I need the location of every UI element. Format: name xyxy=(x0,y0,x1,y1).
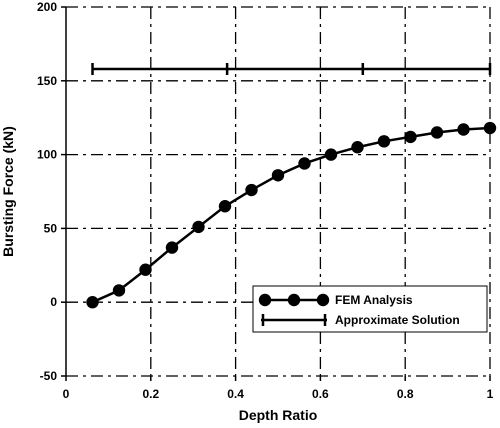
data-point xyxy=(298,157,311,170)
data-point xyxy=(404,130,417,144)
series-approximate-solution xyxy=(91,62,492,75)
y-tick-label: 150 xyxy=(37,74,57,88)
data-point xyxy=(112,284,126,297)
y-tick-label: 200 xyxy=(37,0,57,14)
data-point xyxy=(351,141,364,154)
y-tick-label: -50 xyxy=(40,369,58,383)
x-tick-label: 0.8 xyxy=(397,387,414,401)
x-tick-label: 1 xyxy=(487,387,494,401)
x-tick-label: 0.6 xyxy=(312,387,329,401)
data-point xyxy=(316,293,330,307)
data-point xyxy=(139,263,152,276)
series-line xyxy=(91,126,491,304)
series-fem-analysis xyxy=(86,121,497,309)
data-point xyxy=(271,169,285,182)
data-point xyxy=(483,121,497,135)
x-tick-label: 0.4 xyxy=(227,387,244,401)
axes xyxy=(61,6,491,381)
data-point xyxy=(430,126,444,139)
data-point xyxy=(377,135,391,148)
data-point xyxy=(324,148,338,161)
x-tick-label: 0.2 xyxy=(142,387,159,401)
data-point xyxy=(245,183,258,197)
legend-label: FEM Analysis xyxy=(335,293,413,307)
y-tick-label: 0 xyxy=(50,295,57,309)
x-tick-label: 0 xyxy=(63,387,70,401)
legend-box xyxy=(252,285,488,333)
data-point xyxy=(192,220,205,234)
legend-entry: FEM Analysis xyxy=(258,293,413,307)
legend: FEM Analysis Approximate Solution xyxy=(252,285,488,333)
legend-label: Approximate Solution xyxy=(335,313,460,327)
x-axis-label: Depth Ratio xyxy=(239,407,318,423)
y-axis-label: Bursting Force (kN) xyxy=(0,126,16,257)
data-point xyxy=(258,293,272,307)
data-point xyxy=(457,123,470,136)
data-point xyxy=(86,296,99,309)
series xyxy=(86,62,497,309)
y-tick-label: 50 xyxy=(44,221,58,235)
data-point xyxy=(287,293,301,307)
data-point xyxy=(165,241,179,254)
tick-labels: -50 0 50 100 150 200 0 0.2 0.4 0.6 0.8 1 xyxy=(37,0,494,401)
data-point xyxy=(218,200,232,213)
y-tick-label: 100 xyxy=(37,148,57,162)
legend-entry: Approximate Solution xyxy=(261,313,460,327)
